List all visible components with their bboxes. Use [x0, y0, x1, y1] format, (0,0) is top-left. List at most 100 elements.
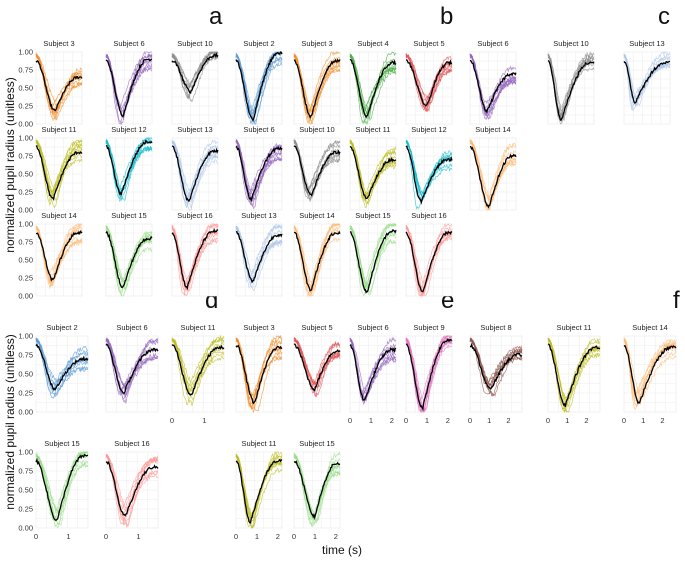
y-tick-label: 0.25 [18, 102, 33, 111]
subplot-title: Subject 16 [177, 211, 212, 220]
y-tick-label: 0.75 [18, 351, 33, 360]
subplot-title: Subject 3 [301, 39, 332, 48]
trial-trace [105, 337, 159, 404]
trial-trace [35, 454, 88, 526]
subplot-title: Subject 6 [477, 39, 508, 48]
x-tick-label: 1 [369, 416, 373, 425]
subplot-title: Subject 14 [41, 211, 76, 220]
subplot-title: Subject 11 [42, 125, 77, 134]
x-tick-label: 0 [234, 532, 238, 541]
x-tick-label: 1 [313, 532, 317, 541]
subplot-title: Subject 15 [355, 211, 390, 220]
x-tick-label: 0 [104, 532, 108, 541]
trial-trace [35, 141, 83, 202]
mean-trace [349, 228, 397, 294]
trial-trace [235, 53, 283, 125]
panel-label-b: b [440, 3, 453, 30]
y-tick-label: 0.75 [18, 467, 33, 476]
trial-trace [349, 51, 397, 120]
trial-trace [105, 227, 153, 283]
subplot-title: Subject 13 [241, 211, 276, 220]
subplot-title: Subject 12 [411, 125, 446, 134]
trial-trace [293, 55, 341, 117]
mean-trace [293, 58, 341, 120]
subplot-e-subject-9: Subject 9 0 1 2 [404, 323, 453, 425]
y-tick-label: 0.00 [18, 408, 33, 417]
subplot-f-subject-14: Subject 14 0 1 2 [622, 323, 677, 425]
mean-trace [105, 343, 159, 394]
trial-trace [349, 139, 397, 197]
y-tick-label: 1.00 [18, 48, 33, 57]
mean-trace [405, 59, 453, 107]
subplot-a-subject-10: Subject 10 [171, 39, 219, 125]
subplot-title: Subject 10 [553, 39, 588, 48]
trial-trace [171, 51, 218, 89]
y-tick-label: 0.75 [18, 152, 33, 161]
x-tick-label: 2 [660, 416, 664, 425]
trial-trace [623, 51, 671, 107]
subplot-title: Subject 5 [301, 323, 332, 332]
trial-trace [406, 339, 453, 402]
subplot-f-subject-8: Subject 8 0 1 2 [468, 323, 523, 425]
x-tick-label: 1 [66, 532, 70, 541]
y-axis-label-bottom: normalized pupil radius (unitless) [3, 334, 17, 509]
mean-trace [469, 342, 523, 390]
subplot-title: Subject 6 [116, 323, 147, 332]
trial-trace [235, 339, 283, 412]
mean-trace [171, 145, 219, 203]
mean-trace [171, 52, 219, 94]
subplot-title: Subject 14 [475, 125, 510, 134]
subplot-b-subject-15: Subject 15 [349, 211, 397, 297]
mean-trace [405, 145, 453, 205]
subplot-title: Subject 15 [299, 439, 334, 448]
mean-trace [405, 337, 453, 411]
x-tick-label: 0 [170, 416, 174, 425]
subplot-e-subject-5: Subject 5 [293, 323, 341, 413]
subplot-title: Subject 11 [557, 323, 592, 332]
y-tick-label: 0.75 [18, 238, 33, 247]
y-tick-label: 0.50 [18, 370, 33, 379]
trial-trace [235, 453, 283, 529]
subplot-title: Subject 3 [243, 323, 274, 332]
mean-trace [35, 230, 83, 283]
y-tick-label: 1.00 [18, 220, 33, 229]
panel-label-f: f [673, 287, 680, 314]
trial-trace [35, 453, 89, 515]
x-tick-label: 0 [348, 416, 352, 425]
trial-trace [623, 338, 677, 410]
y-tick-label: 0.25 [18, 505, 33, 514]
subplot-title: Subject 2 [46, 323, 77, 332]
x-tick-label: 1 [487, 416, 491, 425]
mean-trace [349, 58, 397, 119]
x-tick-label: 1 [565, 416, 569, 425]
mean-trace [349, 343, 397, 401]
x-tick-label: 0 [468, 416, 472, 425]
mean-trace [349, 145, 397, 200]
subplot-b-subject-3: Subject 3 [293, 39, 341, 125]
subplot-a-subject-15: Subject 15 [105, 211, 153, 297]
y-tick-label: 0.00 [18, 292, 33, 301]
subplot-d-subject-2: Subject 2 0.00 0.25 0.50 0.75 1.00 [18, 323, 89, 417]
y-tick-label: 1.00 [18, 134, 33, 143]
trial-trace [171, 337, 225, 392]
subplot-e-subject-3: Subject 3 [235, 323, 283, 414]
subplot-title: Subject 13 [177, 125, 212, 134]
subplot-grid: Subject 3 0.00 0.25 0.50 0.75 1.00 Subject 6 Su… [18, 39, 677, 541]
trial-trace [171, 224, 219, 292]
trial-trace [105, 225, 153, 289]
subplot-b-subject-12: Subject 12 [405, 125, 453, 211]
trial-trace [293, 454, 341, 518]
mean-trace [293, 343, 341, 392]
subplot-f-subject-11: Subject 11 0 1 2 [546, 323, 601, 425]
trial-trace [293, 225, 341, 291]
trial-trace [35, 54, 83, 108]
subplot-title: Subject 16 [114, 439, 149, 448]
x-tick-label: 0 [546, 416, 550, 425]
x-tick-label: 1 [425, 416, 429, 425]
trial-trace [405, 335, 453, 413]
trial-trace [35, 226, 83, 288]
y-tick-label: 0.25 [18, 188, 33, 197]
subplot-b-subject-13: Subject 13 [235, 211, 283, 297]
subplot-b-subject-10: Subject 10 [293, 125, 341, 211]
x-tick-label: 1 [255, 532, 259, 541]
